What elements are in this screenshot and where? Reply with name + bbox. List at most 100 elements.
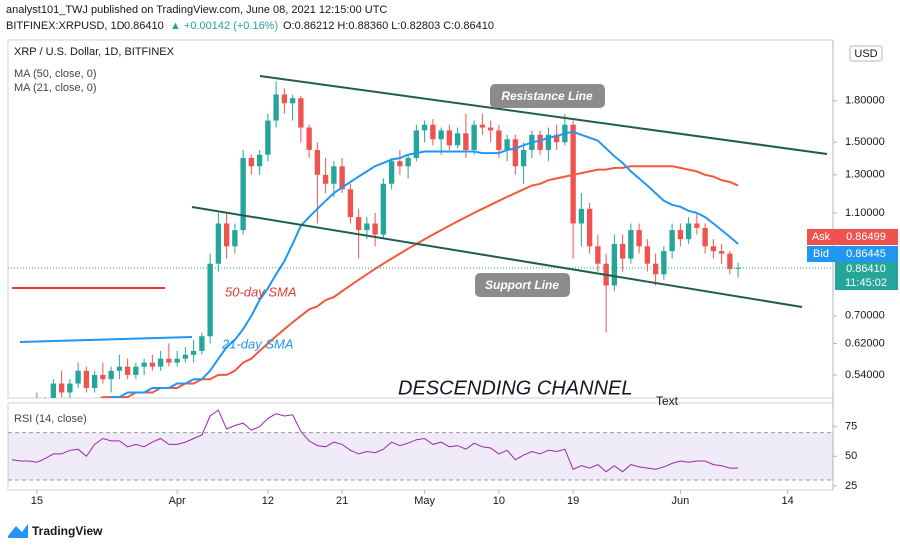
- candle-body: [388, 161, 395, 184]
- candle-body: [100, 374, 106, 380]
- candle-body: [553, 134, 560, 143]
- footer-logo: [8, 524, 28, 538]
- candle-body: [281, 94, 288, 104]
- candle-body: [578, 208, 585, 224]
- candle-body: [306, 127, 312, 150]
- rsi-plot: [8, 409, 833, 481]
- candle-body: [685, 223, 692, 240]
- sma21-label: 21-day SMA: [221, 336, 294, 351]
- candle-body: [677, 230, 684, 240]
- candle-body: [702, 227, 708, 247]
- pattern-label: DESCENDING CHANNEL: [398, 377, 632, 399]
- y-tick-label: 1.80000: [845, 95, 885, 107]
- rsi-line: [12, 409, 739, 473]
- resistance-trendline: [259, 75, 828, 155]
- candle-body: [636, 230, 642, 247]
- candle-body: [372, 223, 378, 235]
- moving-average: [111, 130, 739, 398]
- candle-body: [223, 223, 230, 247]
- candle-body: [710, 246, 717, 252]
- candle-body: [331, 166, 337, 184]
- x-tick-label: 12: [262, 495, 274, 507]
- candle-body: [75, 370, 81, 384]
- candle-body: [669, 230, 675, 252]
- candle-body: [545, 134, 552, 150]
- candle-body: [207, 263, 213, 337]
- y-tick-label: 0.70000: [845, 310, 885, 322]
- ask-box: [835, 229, 898, 245]
- support-label: Support Line: [485, 278, 559, 292]
- candle-body: [58, 383, 65, 393]
- candle-body: [83, 370, 90, 388]
- candle-body: [586, 208, 593, 247]
- change: ▲ +0.00142 (+0.16%): [170, 20, 278, 32]
- candle-body: [611, 243, 618, 286]
- rsi-tick-label: 50: [845, 450, 857, 462]
- candle-body: [298, 98, 304, 128]
- resistance-label: Resistance Line: [501, 89, 593, 103]
- y-tick-label: 0.54000: [845, 369, 885, 381]
- candle-body: [67, 383, 73, 393]
- x-tick-label: 14: [782, 495, 794, 507]
- y-tick-label: 1.50000: [845, 136, 885, 148]
- candle-body: [289, 98, 296, 104]
- candle-body: [215, 223, 222, 264]
- candle-body: [149, 362, 156, 367]
- x-tick-label: 19: [567, 495, 579, 507]
- candle-body: [116, 366, 123, 371]
- rsi-band: [8, 432, 833, 480]
- ask-price: 0.86499: [846, 231, 886, 243]
- candle-body: [174, 358, 180, 363]
- candle-body: [421, 124, 428, 131]
- rsi-tick-label: 75: [845, 421, 857, 433]
- candle-body: [397, 161, 403, 167]
- candle-body: [256, 154, 263, 167]
- candle-body: [454, 133, 461, 146]
- candle-body: [124, 366, 131, 375]
- candle-body: [718, 251, 725, 254]
- candle-body: [595, 246, 601, 264]
- chart-title: XRP / U.S. Dollar, 1D, BITFINEX: [14, 46, 175, 58]
- ask-tag: [807, 229, 835, 245]
- candle-body: [619, 243, 626, 259]
- last-price-label: 0.86410: [846, 263, 886, 275]
- x-tick-label: May: [414, 495, 435, 507]
- candle-body: [322, 174, 329, 184]
- candle-body: [644, 246, 651, 264]
- sma50-label: 50-day SMA: [225, 284, 297, 299]
- bid-price: 0.86445: [846, 248, 886, 260]
- support-trendline: [191, 206, 803, 308]
- footer-brand: TradingView: [32, 524, 103, 538]
- candle-body: [512, 139, 519, 167]
- y-tick-label: 1.30000: [845, 169, 885, 181]
- candle-body: [430, 124, 436, 140]
- legend-ma50: MA (50, close, 0): [14, 68, 97, 80]
- candle-body: [248, 157, 255, 167]
- candle-body: [91, 374, 98, 388]
- x-tick-label: Jun: [672, 495, 690, 507]
- x-tick-label: Apr: [169, 495, 186, 507]
- bid-box: [835, 246, 898, 262]
- candle-body: [50, 383, 57, 398]
- candle-body: [405, 157, 411, 167]
- candle-body: [314, 149, 321, 175]
- candle-body: [265, 120, 271, 155]
- publisher: analyst101_TWJ published on TradingView.…: [6, 4, 387, 16]
- candle-body: [520, 149, 527, 167]
- candle-body: [182, 354, 189, 359]
- resistance-label-box: [490, 84, 605, 108]
- candle-body: [463, 133, 469, 150]
- candle-body: [504, 139, 510, 150]
- candle-body: [628, 230, 634, 259]
- candle-body: [157, 358, 164, 367]
- candle-body: [652, 263, 659, 275]
- bid-tag: [807, 246, 835, 262]
- candle-body: [694, 223, 700, 228]
- last-box: [835, 262, 898, 290]
- candle-body: [496, 130, 502, 150]
- legend-ma21: MA (21, close, 0): [14, 82, 97, 94]
- candle-body: [438, 130, 444, 140]
- legend-rsi: RSI (14, close): [14, 413, 87, 425]
- ohlc: O:0.86212 H:0.88360 L:0.82803 C:0.86410: [283, 20, 494, 32]
